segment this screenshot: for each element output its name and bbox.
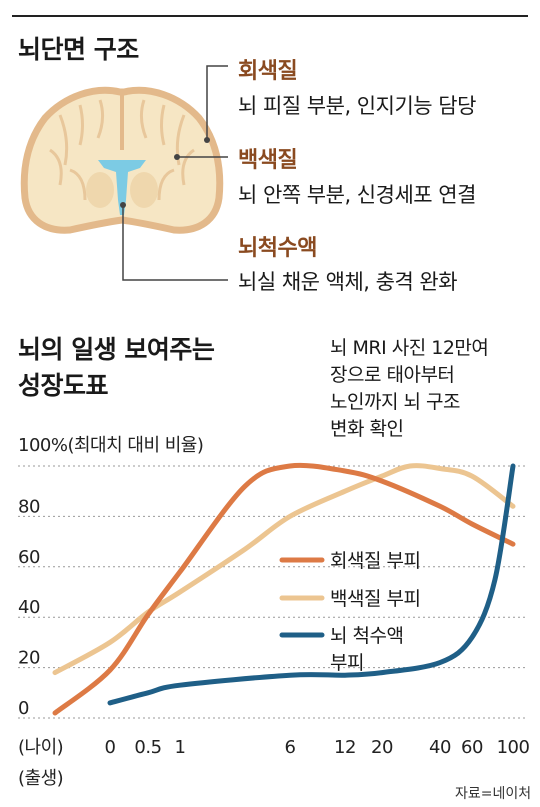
ventricle-shape xyxy=(98,160,146,215)
gray-matter-line xyxy=(52,462,516,716)
y-tick-label: 60 xyxy=(18,547,40,568)
label-white-matter-title: 백색질 xyxy=(238,148,298,173)
study-note-line-4: 변화 확인 xyxy=(330,418,404,440)
x-tick-label: 12 xyxy=(334,737,356,758)
y-tick-label: 20 xyxy=(18,648,40,669)
x-tick-label: 40 xyxy=(429,737,451,758)
y-tick-label: 0 xyxy=(18,698,29,719)
chart-title: 뇌의 일생 보여주는 성장도표 xyxy=(18,332,215,404)
chart-title-line-1: 뇌의 일생 보여주는 xyxy=(18,335,215,364)
white-matter-line xyxy=(52,463,516,676)
source-note: 자료=네이처 xyxy=(455,786,532,802)
y-axis-label: 100%(최대치 대비 비율) xyxy=(18,435,204,456)
legend-gray-matter-label: 회색질 부피 xyxy=(330,550,420,572)
x-tick-label: 60 xyxy=(461,737,483,758)
x-tick-label: 0 xyxy=(105,737,116,758)
brain-illustration xyxy=(20,86,224,234)
section-title: 뇌단면 구조 xyxy=(18,35,139,64)
x-tick-label: 20 xyxy=(371,737,393,758)
label-gray-matter-desc: 뇌 피질 부분, 인지기능 담당 xyxy=(238,94,476,118)
label-gray-matter-title: 회색질 xyxy=(238,59,298,84)
y-tick-label: 40 xyxy=(18,597,40,618)
study-note-line-1: 뇌 MRI 사진 12만여 xyxy=(330,337,489,359)
label-csf-desc: 뇌실 채운 액체, 충격 완화 xyxy=(238,270,458,294)
chart-title-line-2: 성장도표 xyxy=(18,371,109,400)
legend-csf-label: 부피 xyxy=(330,652,364,674)
x-axis-sublabel: (출생) xyxy=(18,768,64,789)
top-rule xyxy=(12,15,528,17)
x-unit-label: (나이) xyxy=(18,737,63,758)
y-tick-label: 80 xyxy=(18,496,40,517)
legend-white-matter-label: 백색질 부피 xyxy=(330,588,420,610)
study-note-line-2: 장으로 태아부터 xyxy=(330,364,455,386)
study-note: 뇌 MRI 사진 12만여 장으로 태아부터 노인까지 뇌 구조 변화 확인 xyxy=(330,335,489,443)
label-csf-title: 뇌척수액 xyxy=(238,236,317,261)
label-white-matter-desc: 뇌 안쪽 부분, 신경세포 연결 xyxy=(238,183,476,207)
legend-csf-label: 뇌 척수액 xyxy=(330,625,403,647)
x-tick-label: 6 xyxy=(285,737,296,758)
study-note-line-3: 노인까지 뇌 구조 xyxy=(330,391,460,413)
x-tick-label: 0.5 xyxy=(134,737,161,758)
x-tick-label: 1 xyxy=(175,737,186,758)
x-tick-label: 100 xyxy=(497,737,530,758)
callout-lines xyxy=(120,65,228,281)
csf-line xyxy=(107,463,516,706)
